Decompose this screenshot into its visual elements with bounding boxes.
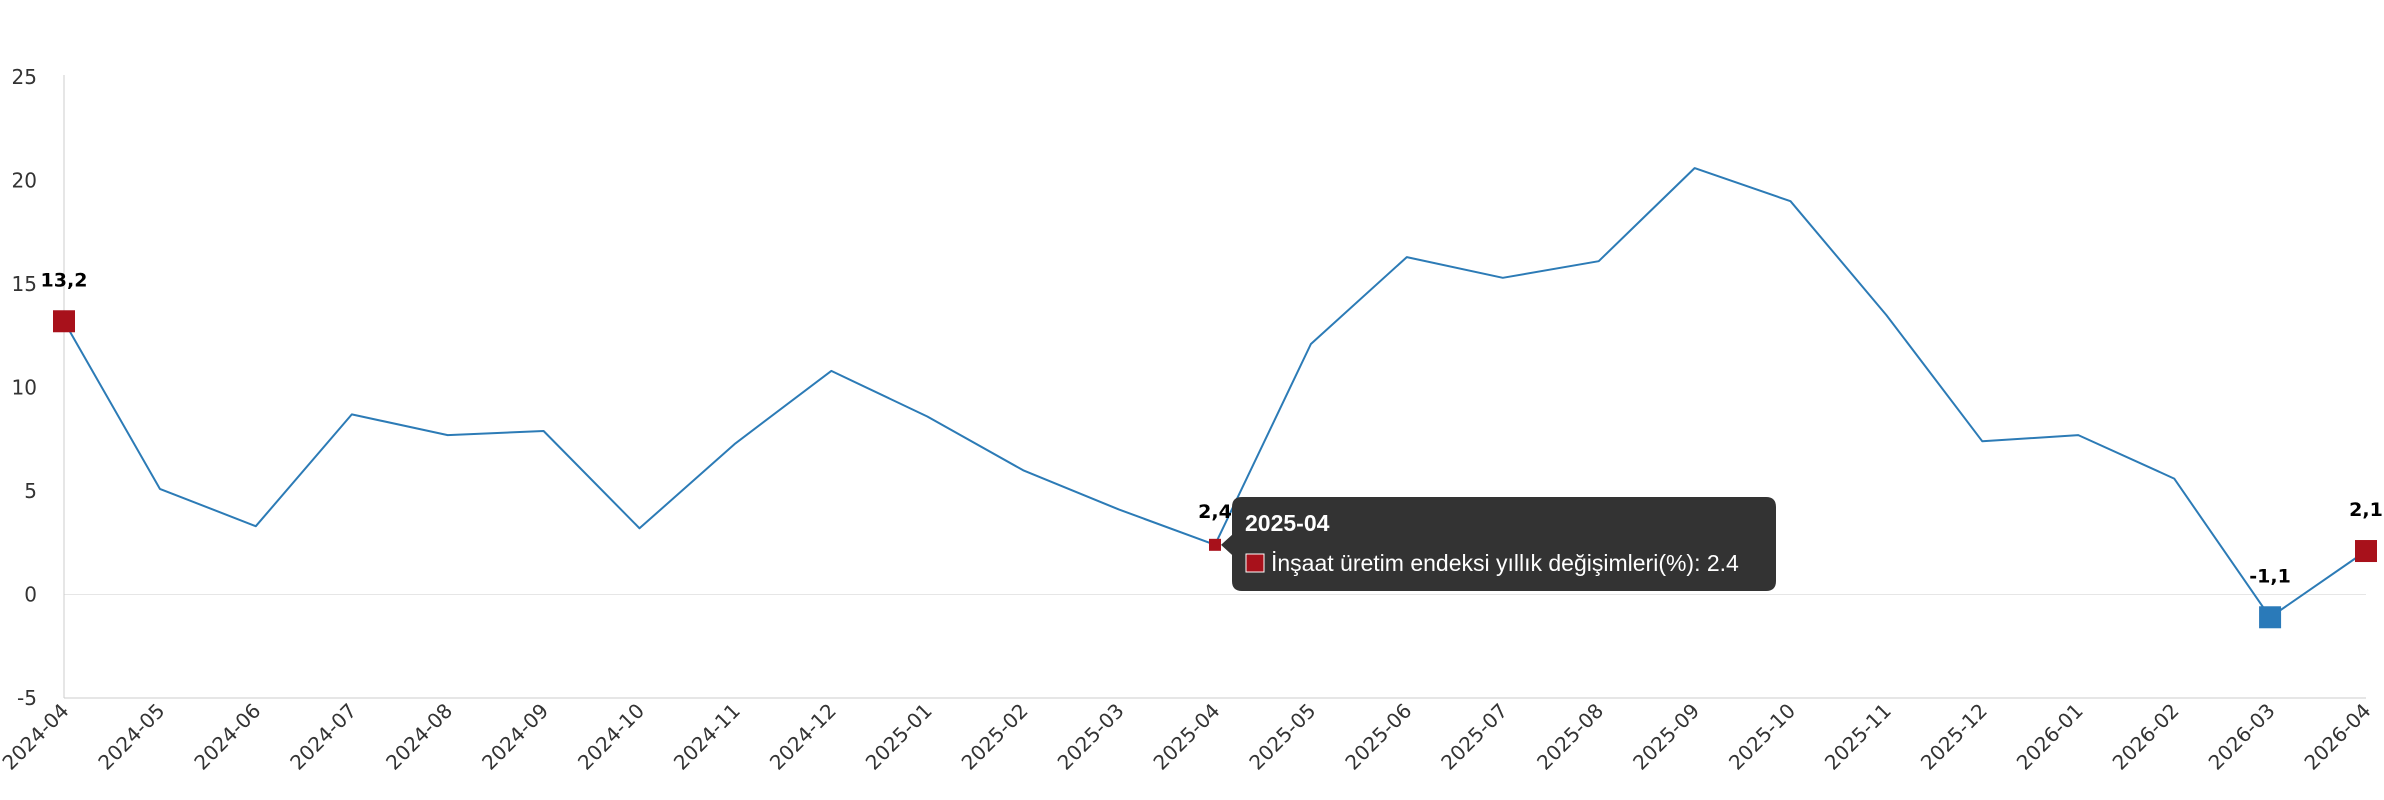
x-tick-label: 2026-04 bbox=[2299, 699, 2375, 775]
x-tick-label: 2024-05 bbox=[93, 699, 169, 775]
y-tick-label: 0 bbox=[24, 583, 37, 607]
x-tick-label: 2026-03 bbox=[2204, 699, 2280, 775]
data-label: 2,1 bbox=[2349, 499, 2383, 521]
data-point-marker[interactable] bbox=[2259, 606, 2282, 629]
x-tick-label: 2025-02 bbox=[957, 699, 1033, 775]
x-tick-label: 2026-01 bbox=[2012, 699, 2088, 775]
x-tick-label: 2026-02 bbox=[2108, 699, 2184, 775]
x-tick-label: 2024-07 bbox=[285, 699, 361, 775]
x-tick-label: 2024-09 bbox=[477, 699, 553, 775]
y-tick-label: 10 bbox=[12, 376, 37, 400]
marker-layer bbox=[53, 310, 2377, 629]
data-label-layer: 13,2 2,4 -1,1 2,1 bbox=[41, 269, 2383, 587]
y-tick-label: 15 bbox=[12, 272, 37, 296]
x-tick-label: 2025-03 bbox=[1053, 699, 1129, 775]
x-tick-label: 2025-07 bbox=[1436, 699, 1512, 775]
data-point-marker[interactable] bbox=[2355, 540, 2377, 563]
tooltip-title: 2025-04 bbox=[1245, 510, 1330, 536]
x-tick-label: 2025-11 bbox=[1820, 699, 1896, 775]
x-tick-label: 2025-04 bbox=[1148, 699, 1224, 775]
y-tick-label: 20 bbox=[12, 169, 37, 193]
x-tick-label: 2025-09 bbox=[1628, 699, 1704, 775]
x-tick-label: 2025-06 bbox=[1340, 699, 1416, 775]
x-tick-label: 2025-05 bbox=[1244, 699, 1320, 775]
data-point-marker[interactable] bbox=[53, 310, 75, 333]
x-tick-label: 2024-08 bbox=[381, 699, 457, 775]
y-tick-label: -5 bbox=[17, 686, 37, 710]
tooltip-text: İnşaat üretim endeksi yıllık değişimleri… bbox=[1271, 550, 1739, 576]
data-point-marker[interactable] bbox=[1209, 538, 1221, 551]
y-tick-label: 5 bbox=[24, 479, 37, 503]
x-tick-label: 2024-12 bbox=[765, 699, 841, 775]
tooltip: 2025-04 İnşaat üretim endeksi yıllık deği… bbox=[1221, 497, 1776, 591]
x-tick-label: 2025-10 bbox=[1724, 699, 1800, 775]
x-tick-label: 2024-11 bbox=[669, 699, 745, 775]
x-tick-label: 2024-10 bbox=[573, 699, 649, 775]
x-tick-label: 2025-08 bbox=[1532, 699, 1608, 775]
tooltip-box bbox=[1221, 497, 1776, 591]
tooltip-swatch bbox=[1245, 553, 1265, 573]
x-tick-label: 2024-06 bbox=[189, 699, 265, 775]
x-tick-label: 2025-01 bbox=[861, 699, 937, 775]
y-tick-label: 25 bbox=[12, 65, 37, 89]
data-label: 2,4 bbox=[1198, 501, 1232, 523]
data-label: 13,2 bbox=[41, 269, 88, 291]
data-label: -1,1 bbox=[2249, 565, 2291, 587]
x-tick-label: 2025-12 bbox=[1916, 699, 1992, 775]
